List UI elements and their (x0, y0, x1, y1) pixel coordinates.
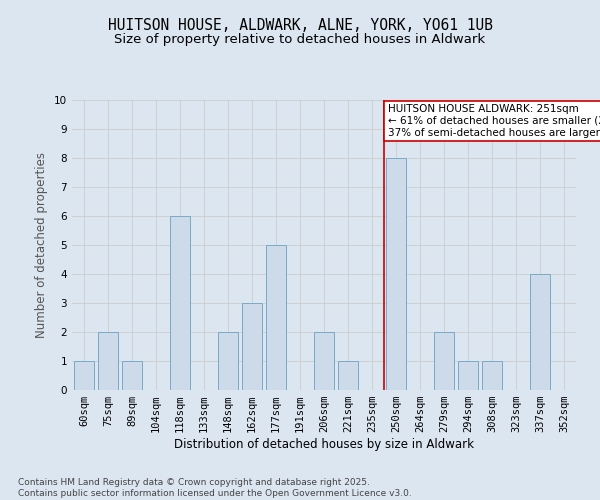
Bar (530, 274, 550, 390)
Bar (74, 361, 94, 390)
Text: Contains HM Land Registry data © Crown copyright and database right 2025.
Contai: Contains HM Land Registry data © Crown c… (18, 478, 412, 498)
Bar (170, 216, 190, 390)
Text: HUITSON HOUSE ALDWARK: 251sqm
← 61% of detached houses are smaller (23)
37% of s: HUITSON HOUSE ALDWARK: 251sqm ← 61% of d… (388, 104, 600, 138)
Bar (482, 361, 502, 390)
Bar (314, 332, 334, 390)
Bar (218, 332, 238, 390)
Bar (242, 303, 262, 390)
Bar (458, 361, 478, 390)
Text: Size of property relative to detached houses in Aldwark: Size of property relative to detached ho… (115, 32, 485, 46)
Bar (98, 332, 118, 390)
Text: HUITSON HOUSE, ALDWARK, ALNE, YORK, YO61 1UB: HUITSON HOUSE, ALDWARK, ALNE, YORK, YO61… (107, 18, 493, 32)
Bar (338, 361, 358, 390)
Bar (434, 332, 454, 390)
Y-axis label: Number of detached properties: Number of detached properties (35, 152, 49, 338)
X-axis label: Distribution of detached houses by size in Aldwark: Distribution of detached houses by size … (174, 438, 474, 451)
Bar (122, 361, 142, 390)
Bar (266, 245, 286, 390)
Bar (386, 158, 406, 390)
